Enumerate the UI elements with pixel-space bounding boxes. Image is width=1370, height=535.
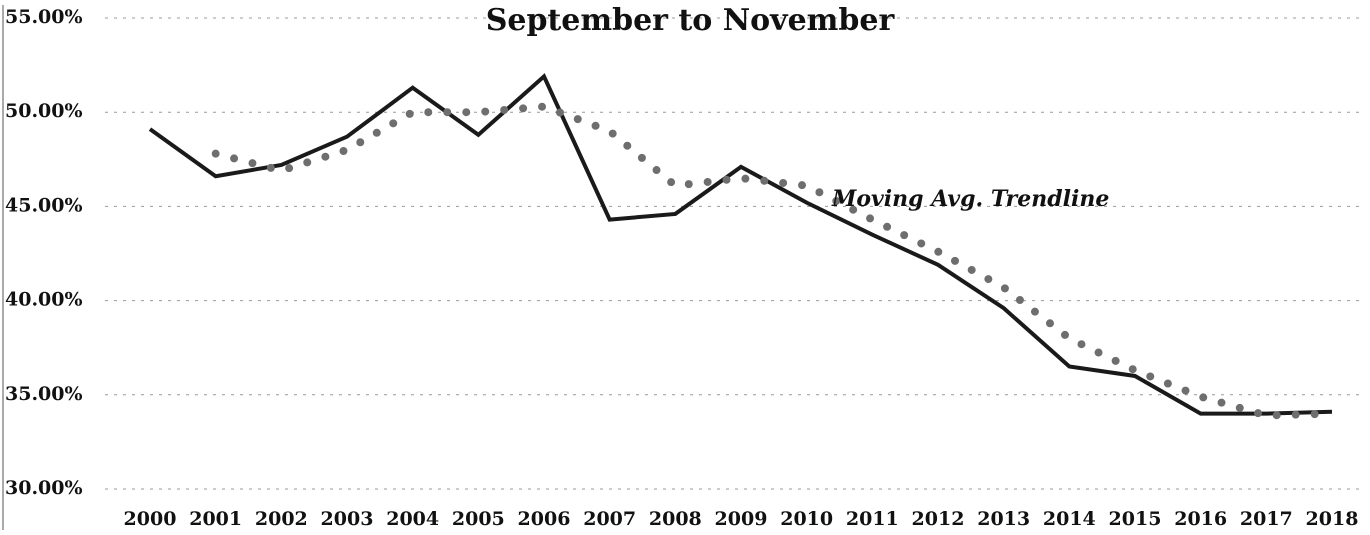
x-tick-label: 2003 <box>321 508 374 530</box>
x-tick-label: 2011 <box>846 508 899 530</box>
annotation: Moving Avg. Trendline <box>831 186 1109 212</box>
x-tick-label: 2000 <box>124 508 177 530</box>
chart-title: September to November <box>486 3 896 38</box>
x-tick-label: 2007 <box>583 508 636 530</box>
series-line <box>148 73 1333 416</box>
x-tick-label: 2002 <box>255 508 308 530</box>
x-tick-label: 2001 <box>189 508 242 530</box>
y-tick-label: 55.00% <box>5 6 83 28</box>
x-tick-label: 2008 <box>649 508 702 530</box>
x-tick-label: 2016 <box>1174 508 1227 530</box>
x-tick-label: 2017 <box>1240 508 1293 530</box>
x-tick-label: 2018 <box>1306 508 1359 530</box>
x-tick-label: 2010 <box>780 508 833 530</box>
y-tick-label: 40.00% <box>5 289 83 311</box>
x-tick-label: 2015 <box>1109 508 1162 530</box>
x-tick-label: 2005 <box>452 508 505 530</box>
x-tick-label: 2014 <box>1043 508 1096 530</box>
trendline <box>211 102 1336 420</box>
x-tick-label: 2013 <box>977 508 1030 530</box>
y-tick-label: 50.00% <box>5 100 83 122</box>
x-tick-label: 2012 <box>912 508 965 530</box>
x-tick-label: 2004 <box>386 508 439 530</box>
x-tick-label: 2006 <box>518 508 571 530</box>
y-tick-label: 35.00% <box>5 383 83 405</box>
x-tick-label: 2009 <box>715 508 768 530</box>
y-tick-label: 45.00% <box>5 194 83 216</box>
y-tick-label: 30.00% <box>5 477 83 499</box>
